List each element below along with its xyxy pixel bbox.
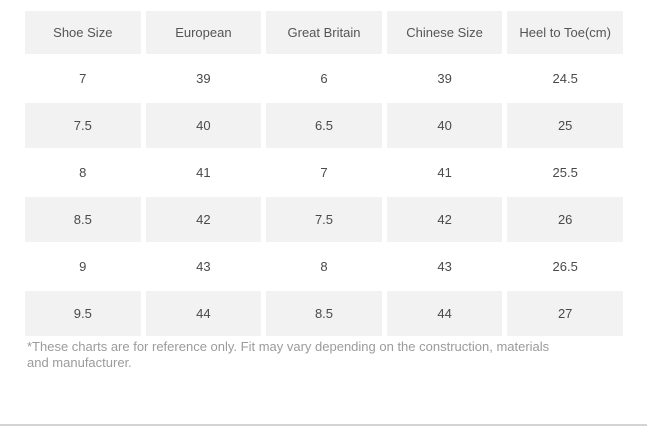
table-cell: 24.5 [507, 56, 623, 101]
column-header-great-britain: Great Britain [266, 11, 382, 54]
table-cell: 25.5 [507, 150, 623, 195]
column-header-heel-to-toe: Heel to Toe(cm) [507, 11, 623, 54]
table-cell: 26 [507, 197, 623, 242]
column-header-shoe-size: Shoe Size [25, 11, 141, 54]
table-cell: 41 [386, 150, 503, 195]
table-cell: 9 [25, 244, 141, 289]
table-cell: 8.5 [25, 197, 141, 242]
size-chart-table: Shoe Size European Great Britain Chinese… [25, 11, 623, 336]
reference-footnote: *These charts are for reference only. Fi… [27, 339, 550, 370]
table-cell: 44 [386, 291, 503, 336]
table-cell: 27 [507, 291, 623, 336]
column-header-european: European [145, 11, 262, 54]
table-cell: 40 [386, 103, 503, 148]
table-cell: 9.5 [25, 291, 141, 336]
table-cell: 42 [145, 197, 262, 242]
table-cell: 44 [145, 291, 262, 336]
table-cell: 8 [266, 244, 382, 289]
table-cell: 43 [386, 244, 503, 289]
table-cell: 43 [145, 244, 262, 289]
table-cell: 42 [386, 197, 503, 242]
table-cell: 25 [507, 103, 623, 148]
table-cell: 40 [145, 103, 262, 148]
table-cell: 26.5 [507, 244, 623, 289]
column-header-chinese-size: Chinese Size [386, 11, 503, 54]
table-cell: 7 [266, 150, 382, 195]
table-cell: 6 [266, 56, 382, 101]
table-cell: 7.5 [266, 197, 382, 242]
table-cell: 41 [145, 150, 262, 195]
table-cell: 39 [386, 56, 503, 101]
table-cell: 8 [25, 150, 141, 195]
table-cell: 7.5 [25, 103, 141, 148]
table-cell: 39 [145, 56, 262, 101]
bottom-divider [0, 424, 647, 426]
table-cell: 6.5 [266, 103, 382, 148]
table-cell: 7 [25, 56, 141, 101]
table-cell: 8.5 [266, 291, 382, 336]
